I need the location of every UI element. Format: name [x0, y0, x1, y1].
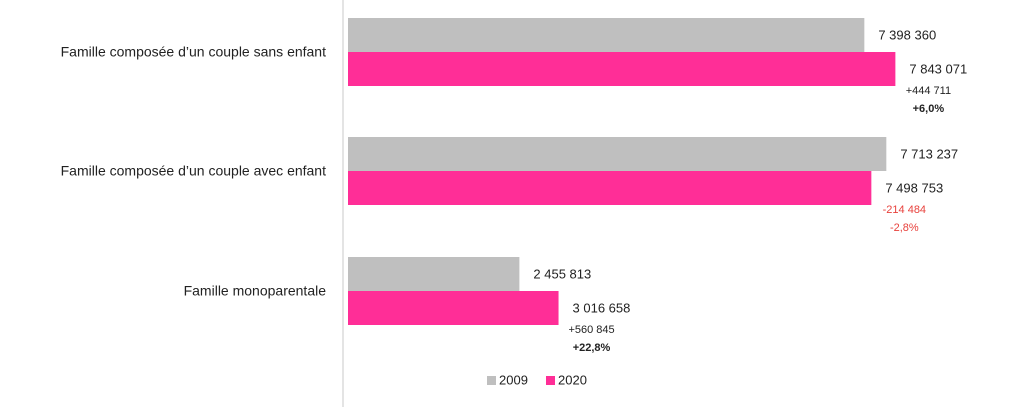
difference-label: +444 711 — [906, 85, 951, 97]
legend-swatch — [546, 376, 555, 385]
value-label: 7 498 753 — [885, 180, 943, 195]
percent-change-label: +6,0% — [913, 103, 945, 115]
bar — [348, 291, 559, 325]
category-label: Famille composée d’un couple sans enfant — [61, 44, 326, 60]
bar — [348, 18, 865, 52]
bar — [348, 137, 887, 171]
bar — [348, 257, 520, 291]
category-label: Famille monoparentale — [184, 283, 327, 299]
bar — [348, 171, 872, 205]
percent-change-label: +22,8% — [573, 342, 611, 354]
bar — [348, 52, 896, 86]
value-label: 3 016 658 — [573, 300, 631, 315]
value-label: 7 713 237 — [900, 146, 958, 161]
value-label: 7 398 360 — [878, 27, 936, 42]
legend-label: 2009 — [499, 372, 528, 387]
category-label: Famille composée d’un couple avec enfant — [61, 163, 326, 179]
legend-label: 2020 — [558, 372, 587, 387]
difference-label: +560 845 — [568, 324, 614, 336]
value-label: 2 455 813 — [533, 266, 591, 281]
legend-swatch — [487, 376, 496, 385]
value-label: 7 843 071 — [909, 61, 967, 76]
difference-label: -214 484 — [883, 204, 926, 216]
percent-change-label: -2,8% — [890, 222, 919, 234]
